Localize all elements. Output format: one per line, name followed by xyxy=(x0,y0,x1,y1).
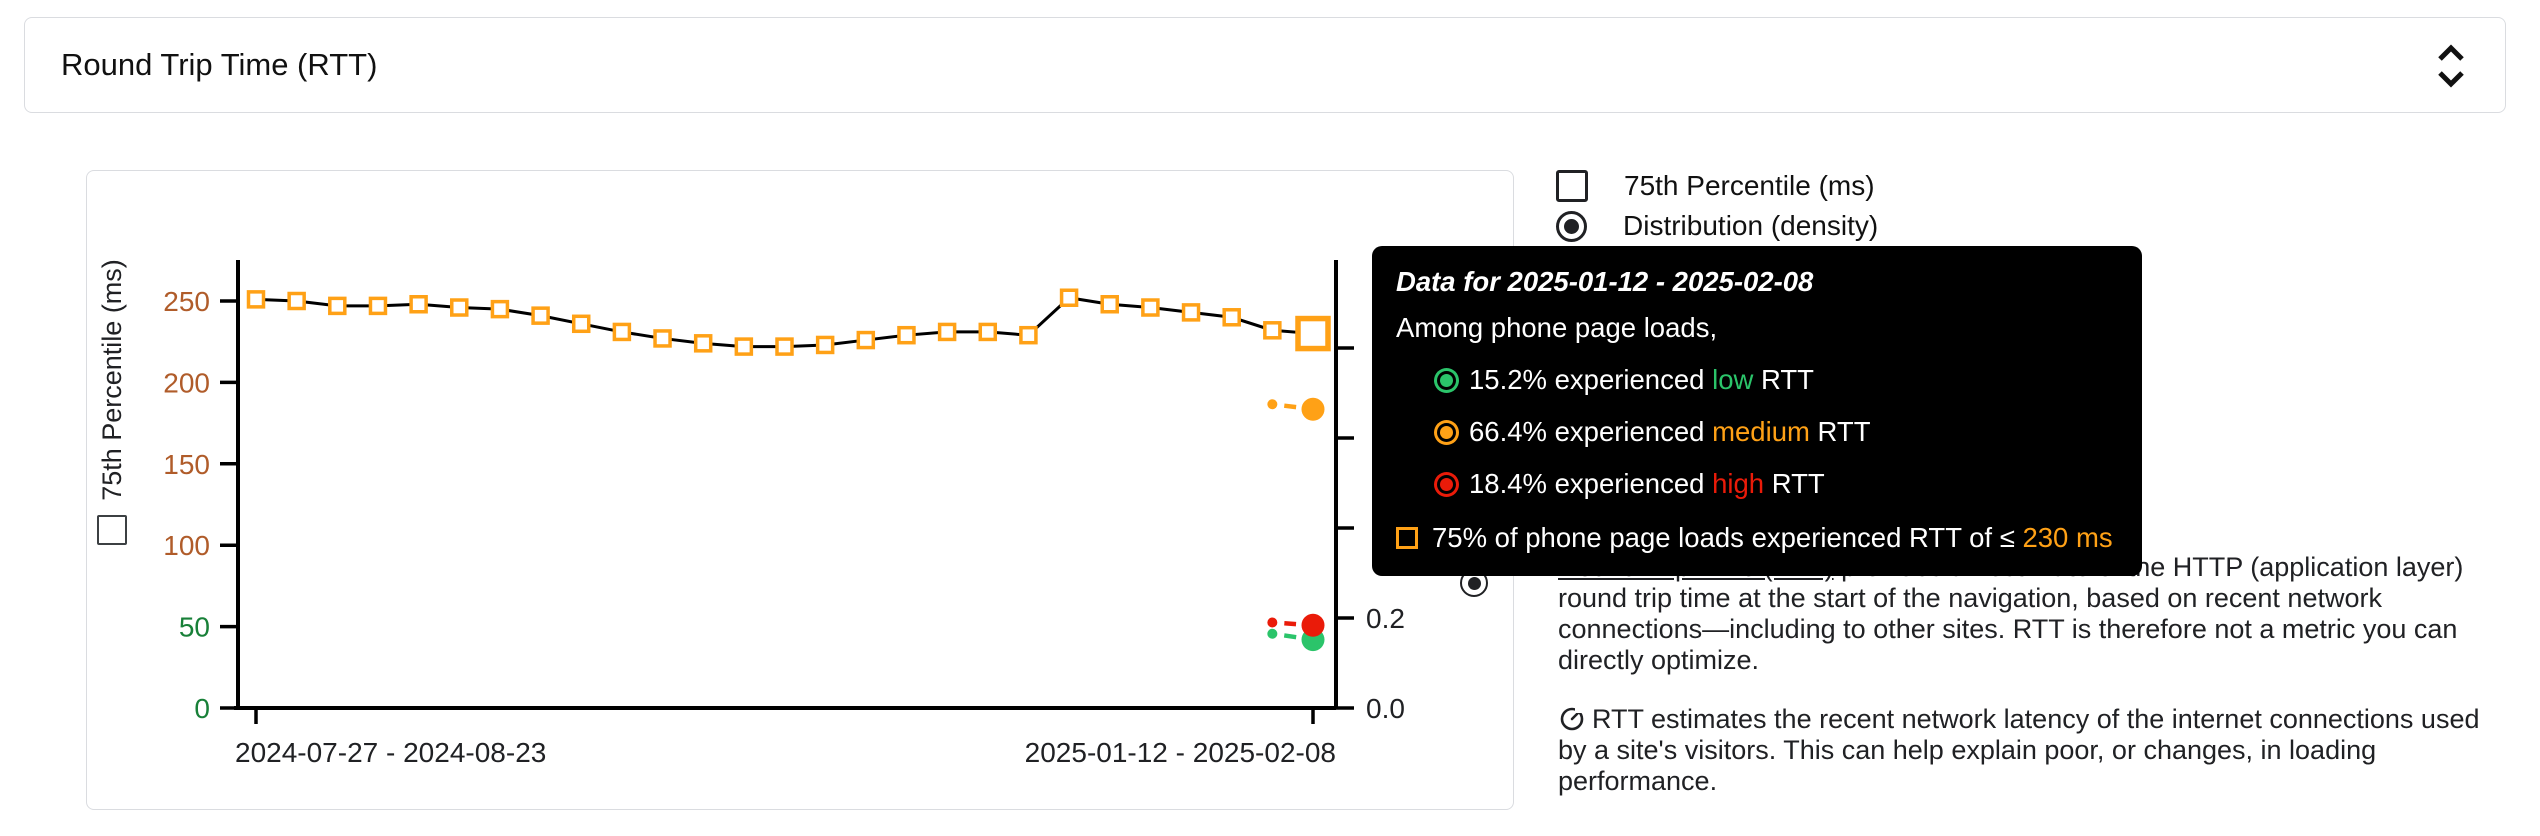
tooltip-row-low: 15.2% experienced low RTT xyxy=(1396,364,2118,396)
tooltip-row-low-lead: 15.2% experienced xyxy=(1469,364,1713,395)
tooltip-row-high-tail: RTT xyxy=(1764,468,1825,499)
y-axis-checkbox-icon[interactable] xyxy=(97,514,127,545)
chart-legend: 75th Percentile (ms) Distribution (densi… xyxy=(1556,166,1878,246)
tooltip-row-low-tail: RTT xyxy=(1753,364,1814,395)
percentile-square-marker-icon xyxy=(1396,527,1418,549)
description-paragraph-2: RTT estimates the recent network latency… xyxy=(1558,704,2510,797)
metric-selector-label: Round Trip Time (RTT) xyxy=(61,47,378,82)
low-density-marker-icon xyxy=(1440,373,1453,387)
tooltip-row-high: 18.4% experienced high RTT xyxy=(1396,468,2118,500)
description-p2-text: RTT estimates the recent network latency… xyxy=(1558,704,2480,796)
metric-selector[interactable]: Round Trip Time (RTT) xyxy=(24,17,2506,113)
chart-card xyxy=(86,170,1514,810)
svg-text:0.2: 0.2 xyxy=(1366,603,1405,634)
svg-text:150: 150 xyxy=(163,449,210,480)
tooltip-row-high-lead: 18.4% experienced xyxy=(1469,468,1713,499)
legend-percentile-label: 75th Percentile (ms) xyxy=(1624,170,1875,201)
tooltip-row-medium-category: medium xyxy=(1712,416,1810,447)
tooltip-threshold-prefix: 75% of phone page loads experienced RTT … xyxy=(1432,522,2023,553)
tooltip-row-medium-lead: 66.4% experienced xyxy=(1469,416,1713,447)
gauge-icon xyxy=(1560,707,1584,731)
svg-text:0: 0 xyxy=(194,693,210,724)
svg-text:100: 100 xyxy=(163,530,210,561)
legend-percentile[interactable]: 75th Percentile (ms) xyxy=(1556,166,1878,206)
svg-text:0.0: 0.0 xyxy=(1366,693,1405,724)
tooltip-title: Data for 2025-01-12 - 2025-02-08 xyxy=(1396,266,1814,297)
legend-distribution-label: Distribution (density) xyxy=(1623,210,1879,241)
legend-distribution[interactable]: Distribution (density) xyxy=(1556,206,1878,246)
tooltip-row-medium-tail: RTT xyxy=(1809,416,1871,447)
high-density-marker-icon xyxy=(1440,477,1453,491)
svg-text:2025-01-12 - 2025-02-08: 2025-01-12 - 2025-02-08 xyxy=(1025,737,1336,768)
y-axis-label-text: 75th Percentile (ms) xyxy=(96,259,127,501)
tooltip-row-medium: 66.4% experienced medium RTT xyxy=(1396,416,2118,448)
y-axis-label[interactable]: 75th Percentile (ms) xyxy=(94,187,130,617)
distribution-radio-icon[interactable] xyxy=(1556,210,1587,242)
tooltip-subtitle: Among phone page loads, xyxy=(1396,312,1718,343)
description-p1-text: provides an estimate of the HTTP (applic… xyxy=(1558,552,2464,675)
svg-text:2024-07-27 - 2024-08-23: 2024-07-27 - 2024-08-23 xyxy=(235,737,546,768)
percentile-checkbox-icon[interactable] xyxy=(1556,170,1588,202)
medium-density-marker-icon xyxy=(1440,425,1453,439)
chart-tooltip: Data for 2025-01-12 - 2025-02-08 Among p… xyxy=(1372,246,2142,576)
svg-text:50: 50 xyxy=(179,612,210,643)
svg-text:250: 250 xyxy=(163,286,210,317)
tooltip-row-threshold: 75% of phone page loads experienced RTT … xyxy=(1396,522,2118,554)
svg-text:200: 200 xyxy=(163,367,210,398)
unfold-more-icon xyxy=(2438,44,2464,88)
tooltip-row-high-category: high xyxy=(1712,468,1765,499)
metric-description: Round Trip Time (RTT) provides an estima… xyxy=(1558,552,2510,825)
tooltip-threshold-value: 230 ms xyxy=(2022,522,2113,553)
tooltip-row-low-category: low xyxy=(1712,364,1754,395)
rtt-trend-chart[interactable]: 0 50 100 150 200 250 0.0 0.2 2024-07-27 - 2024-0… xyxy=(86,170,1514,810)
